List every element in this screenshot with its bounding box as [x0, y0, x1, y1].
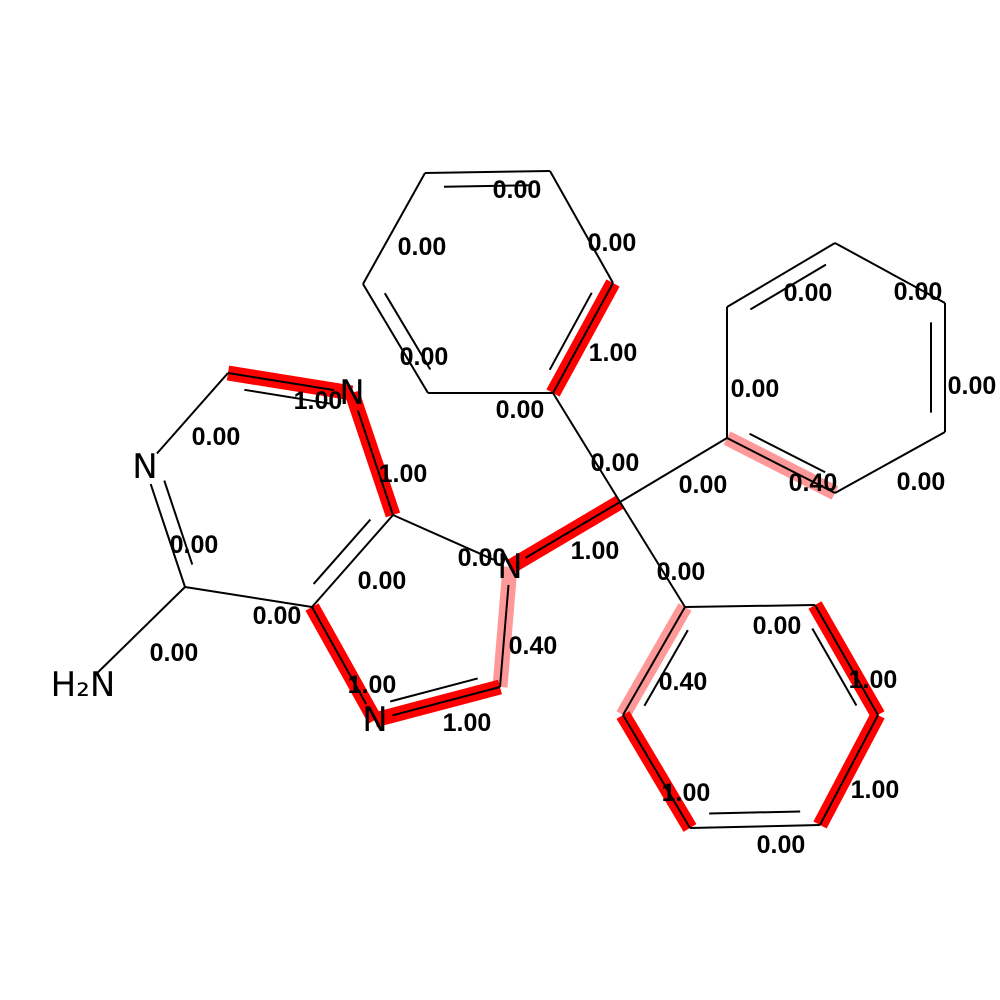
bond-label: 1.00	[294, 387, 343, 415]
bond-label: 0.00	[757, 831, 806, 859]
bond	[814, 604, 879, 716]
bond	[362, 283, 429, 394]
bond-label: 0.40	[509, 632, 558, 660]
bond-labels: 0.00 0.00 1.00 0.00 0.00 0.00 0.00 0.00 0.40 0.00…	[150, 176, 997, 859]
bond-label: 0.00	[493, 176, 542, 204]
bond-inner	[709, 810, 801, 815]
atom-label: N	[497, 547, 522, 587]
bond	[362, 172, 426, 285]
bond-label: 1.00	[443, 709, 492, 737]
bond	[622, 714, 691, 829]
bond-label: 1.00	[662, 779, 711, 807]
atom-label: N	[132, 447, 157, 487]
bond-inner	[389, 677, 478, 703]
bond	[392, 686, 501, 717]
bond-label: 0.40	[789, 469, 838, 497]
bond-label: 0.00	[784, 279, 833, 307]
bond-inner	[244, 388, 332, 405]
bond-label: 0.00	[948, 372, 997, 400]
bond	[424, 170, 551, 174]
bond-label: 1.00	[379, 460, 428, 488]
bond	[622, 606, 686, 716]
bond	[834, 431, 946, 494]
bond-label: 1.00	[571, 537, 620, 565]
bond-inner	[443, 184, 532, 188]
bond	[726, 437, 836, 494]
bond-inner	[163, 480, 194, 565]
bond-lines	[97, 170, 946, 829]
bond-label: 0.00	[591, 449, 640, 477]
bond-label: 0.00	[253, 602, 302, 630]
bond	[619, 437, 728, 503]
bond	[619, 501, 686, 608]
bond	[97, 586, 186, 674]
bond-inner	[383, 292, 432, 370]
bond-inner	[312, 518, 372, 585]
bond	[524, 501, 621, 559]
bond	[156, 372, 229, 455]
bond	[689, 824, 821, 829]
bond-label: 0.00	[398, 233, 447, 261]
bond-inner	[643, 629, 689, 707]
bond-label: 0.00	[894, 278, 943, 306]
bond-label: 0.00	[358, 567, 407, 595]
bond	[311, 606, 368, 705]
bond-label: 0.00	[679, 471, 728, 499]
atom-label: H₂N	[51, 665, 116, 705]
bond-label: 0.00	[753, 612, 802, 640]
bond-inner	[548, 292, 593, 371]
bond-inner	[749, 263, 827, 311]
atom-label: N	[362, 700, 387, 740]
atom-label: N	[339, 373, 364, 413]
bond	[726, 242, 836, 308]
bond	[392, 514, 494, 561]
bond	[184, 586, 313, 608]
bond-label: 0.00	[897, 468, 946, 496]
bond-label: 0.00	[192, 423, 241, 451]
bond	[552, 392, 621, 503]
bond	[549, 170, 614, 284]
atoms: N N N N H₂N	[51, 373, 523, 740]
bond-label: 0.00	[731, 375, 780, 403]
bond	[834, 242, 946, 304]
bond-label: 1.00	[589, 339, 638, 367]
bond-label: 0.00	[458, 544, 507, 572]
bond-label: 0.00	[496, 396, 545, 424]
bond-inner	[749, 432, 826, 474]
bond	[311, 514, 394, 608]
bond-label: 1.00	[348, 671, 397, 699]
bond	[356, 409, 394, 516]
bond-label: 1.00	[849, 666, 898, 694]
bond	[227, 372, 335, 392]
bond	[684, 604, 816, 608]
bond-label: 0.00	[150, 639, 199, 667]
bond	[499, 584, 510, 688]
bond-label: 1.00	[851, 776, 900, 804]
bond-label: 0.00	[170, 531, 219, 559]
bond-inner	[811, 627, 858, 706]
bond	[552, 282, 614, 394]
bond	[149, 483, 186, 588]
bond-label: 0.00	[588, 229, 637, 257]
bond-label: 0.00	[657, 558, 706, 586]
bond-label: 0.00	[400, 343, 449, 371]
bond	[819, 714, 879, 826]
bond-label: 0.40	[659, 668, 708, 696]
